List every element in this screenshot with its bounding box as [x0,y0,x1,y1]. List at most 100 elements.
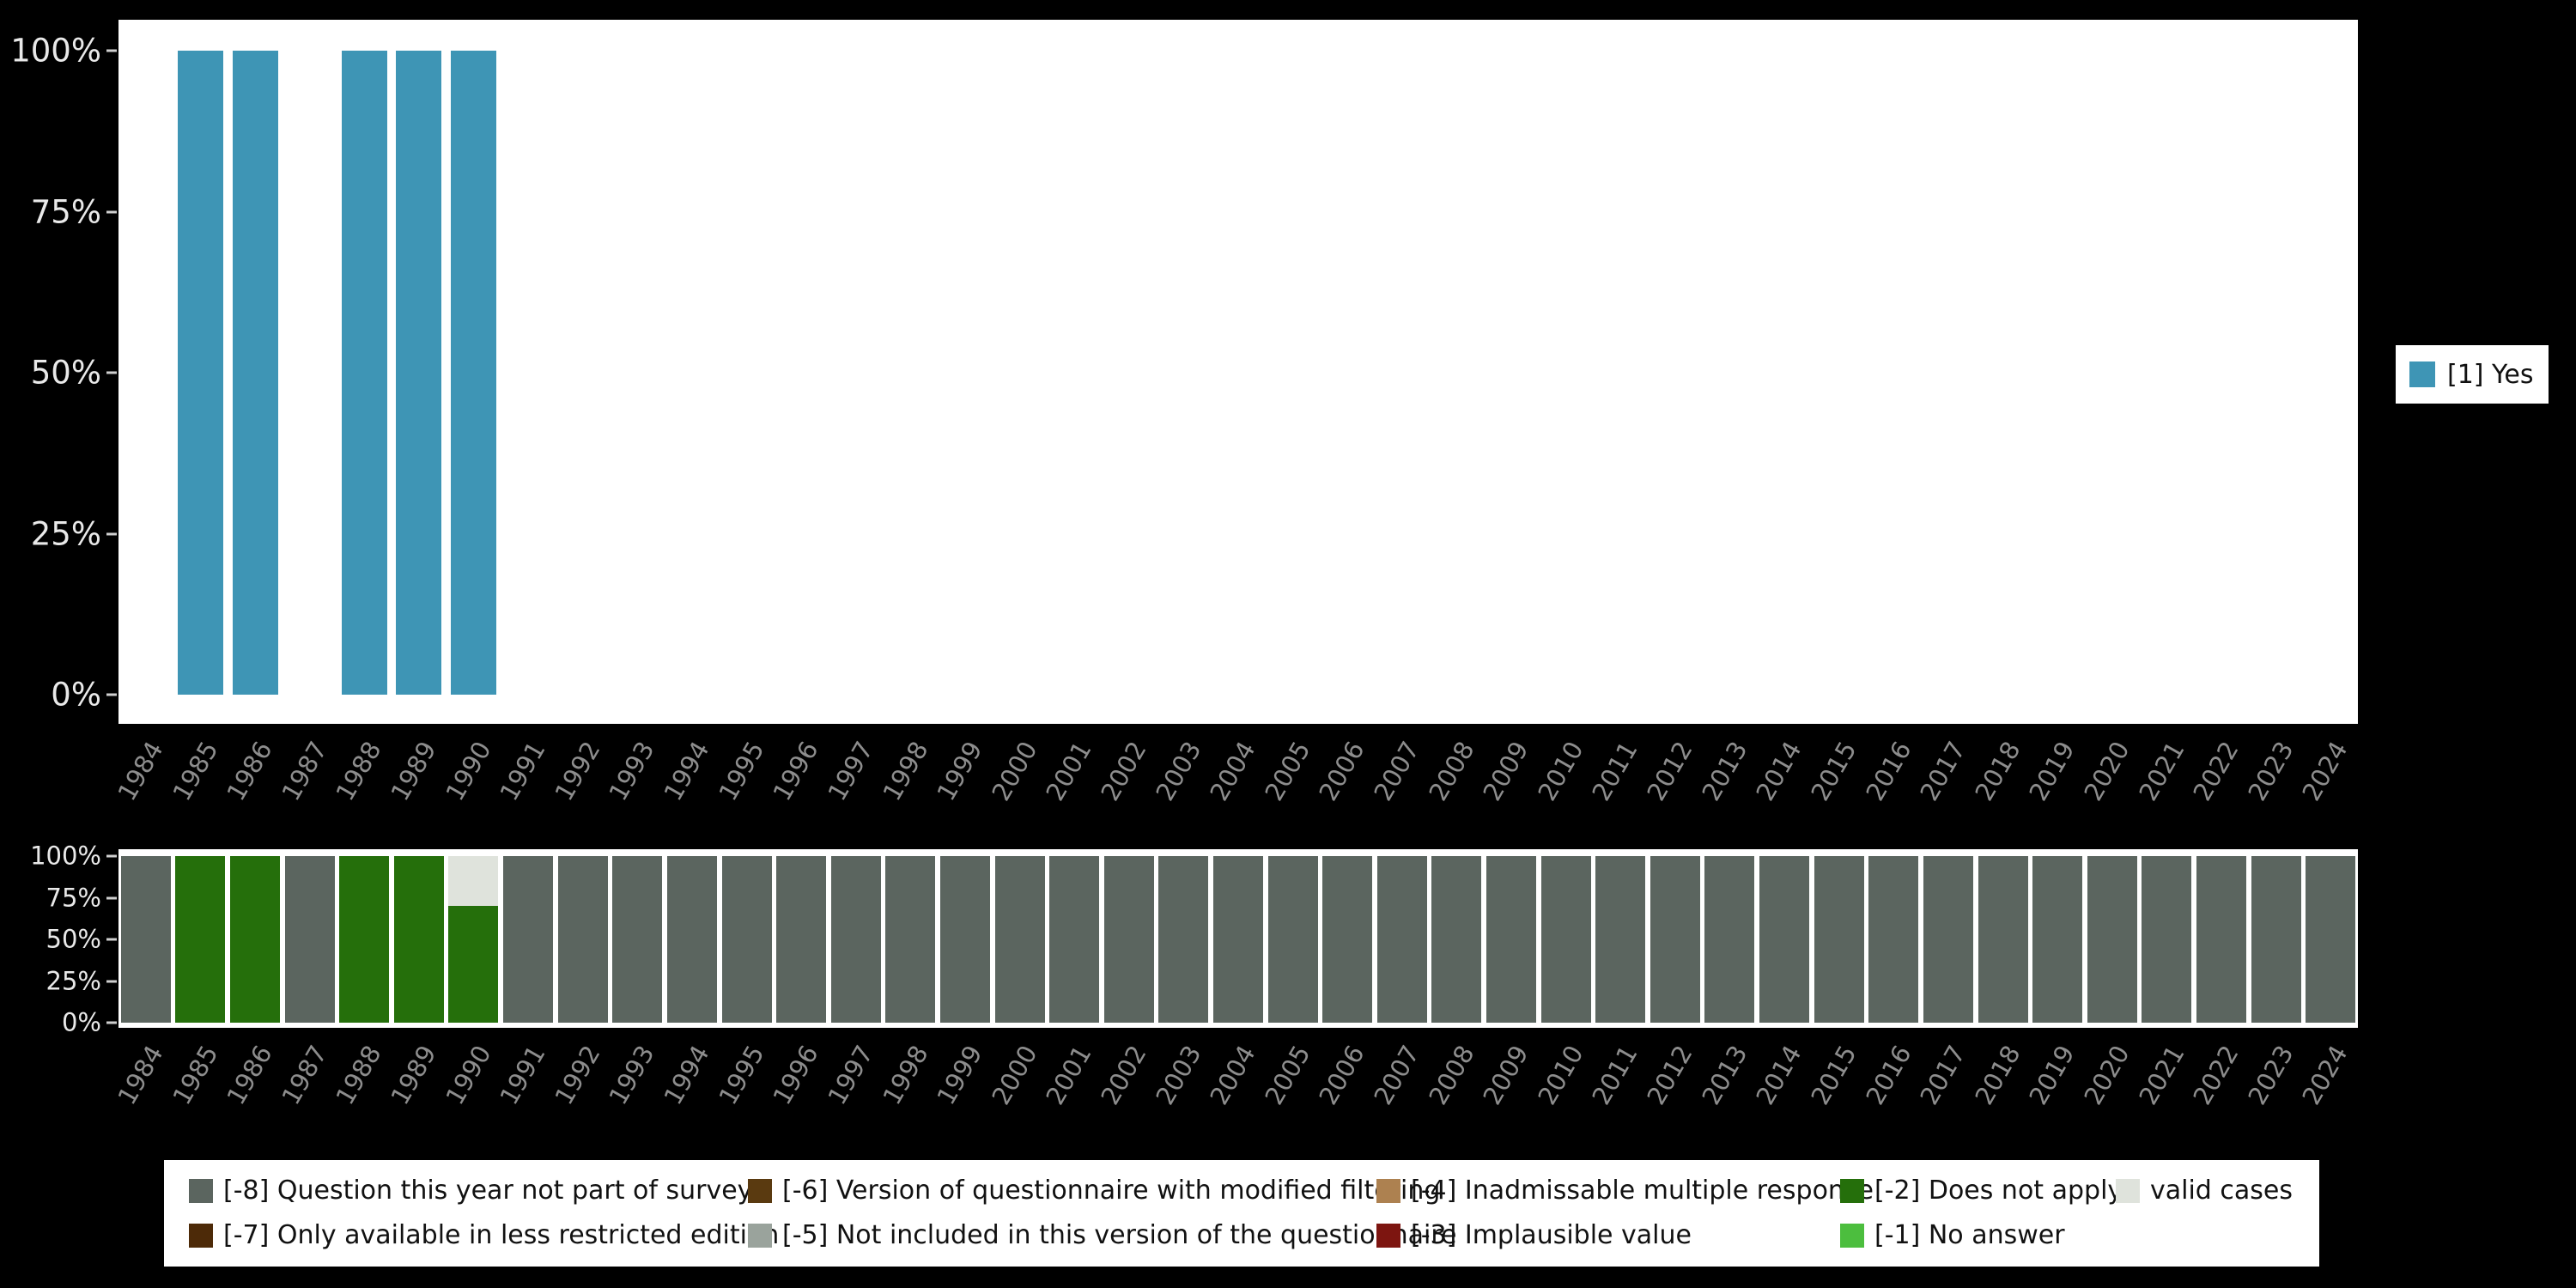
year-label: 2009 [1477,1040,1534,1110]
year-label: 2007 [1368,1040,1425,1110]
year-label: 2020 [2078,1040,2136,1110]
year-label: 1996 [767,1040,824,1110]
year-label: 2001 [1040,736,1098,806]
segment-m8-1995 [721,856,772,1023]
segment-m8-1984 [120,856,171,1023]
year-label: 2018 [1969,736,2026,806]
y-tick-mark [106,210,117,213]
year-label: 1993 [603,736,661,806]
legend-label-m4: [-4] Inadmissable multiple response [1411,1176,1874,1206]
year-label: 2016 [1859,736,1917,806]
segment-m8-2015 [1814,856,1864,1023]
segment-m8-2013 [1704,856,1755,1023]
year-label: 2004 [1204,736,1261,806]
year-label: 1987 [276,736,333,806]
year-label: 1984 [112,736,169,806]
legend-swatch-m4 [1376,1179,1400,1203]
y-tick-label: 75% [30,193,101,230]
segment-m8-2001 [1049,856,1100,1023]
missing-values-legend: [-8] Question this year not part of surv… [164,1160,2319,1267]
y-tick-label: 25% [46,966,101,995]
segment-m8-2019 [2032,856,2083,1023]
legend-label-m6: [-6] Version of questionnaire with modif… [782,1176,1441,1206]
frequency-chart-plot [118,20,2358,724]
year-label: 1994 [658,736,715,806]
y-tick-label: 50% [30,354,101,392]
year-label: 1998 [876,1040,934,1110]
year-label: 2024 [2296,736,2354,806]
year-label: 1995 [712,1040,770,1110]
segment-m8-2012 [1649,856,1700,1023]
year-label: 1989 [385,736,442,806]
legend-item-m8: [-8] Question this year not part of surv… [189,1174,752,1208]
year-label: 2000 [986,1040,1043,1110]
year-label: 1991 [494,736,551,806]
year-label: 1989 [385,1040,442,1110]
year-label: 1988 [330,1040,388,1110]
year-label: 2015 [1805,736,1862,806]
year-label: 2003 [1149,1040,1207,1110]
year-label: 2007 [1368,736,1425,806]
y-tick-label: 100% [30,841,101,871]
segment-m8-1996 [776,856,827,1023]
year-label: 2004 [1204,1040,1261,1110]
legend-swatch-m7 [189,1224,213,1248]
year-label: 2014 [1750,1040,1807,1110]
year-label: 2023 [2242,736,2300,806]
year-label: 2005 [1259,736,1316,806]
legend-label-yes: [1] Yes [2447,359,2534,390]
legend-label-valid: valid cases [2150,1176,2293,1206]
year-label: 1994 [658,1040,715,1110]
legend-swatch-m8 [189,1179,213,1203]
segment-m8-2023 [2251,856,2301,1023]
segment-m8-2022 [2196,856,2246,1023]
segment-m8-1991 [503,856,554,1023]
legend-label-m7: [-7] Only available in less restricted e… [223,1220,780,1250]
year-label: 2001 [1040,1040,1098,1110]
year-label: 2013 [1695,736,1753,806]
segment-m8-2021 [2142,856,2192,1023]
year-label: 2008 [1422,736,1480,806]
y-tick-mark [106,49,117,52]
segment-m8-2005 [1267,856,1318,1023]
year-label: 1999 [931,1040,988,1110]
legend-label-m8: [-8] Question this year not part of surv… [223,1176,753,1206]
segment-m8-1999 [939,856,990,1023]
year-label: 1992 [549,736,606,806]
segment-m8-2016 [1868,856,1919,1023]
year-label: 1993 [603,1040,661,1110]
value-legend: [1] Yes [2396,345,2549,404]
year-label: 2017 [1914,736,1971,806]
year-label: 2019 [2023,1040,2081,1110]
year-label: 2006 [1313,1040,1371,1110]
segment-m8-2003 [1158,856,1209,1023]
bar-yes-1988 [341,51,387,695]
legend-item-m1: [-1] No answer [1840,1218,2065,1253]
year-label: 2022 [2187,1040,2245,1110]
y-tick-mark [106,532,117,535]
segment-m8-2011 [1595,856,1646,1023]
segment-m8-2009 [1486,856,1537,1023]
year-label: 2020 [2078,736,2136,806]
segment-m8-2004 [1213,856,1263,1023]
year-label: 1985 [166,1040,224,1110]
year-label: 2010 [1532,736,1589,806]
year-label: 1995 [712,736,770,806]
year-label: 1990 [439,736,497,806]
segment-m8-2017 [1923,856,1973,1023]
year-label: 1997 [822,1040,879,1110]
segment-m8-2008 [1431,856,1482,1023]
year-label: 2014 [1750,736,1807,806]
segment-m8-1994 [666,856,717,1023]
year-label: 2018 [1969,1040,2026,1110]
year-label: 2002 [1095,736,1152,806]
segment-m8-2010 [1540,856,1591,1023]
legend-item-valid: valid cases [2116,1174,2293,1208]
year-label: 2009 [1477,736,1534,806]
year-label: 1996 [767,736,824,806]
legend-label-m3: [-3] Implausible value [1411,1220,1692,1250]
year-label: 2010 [1532,1040,1589,1110]
year-label: 2003 [1149,736,1207,806]
year-label: 1992 [549,1040,606,1110]
